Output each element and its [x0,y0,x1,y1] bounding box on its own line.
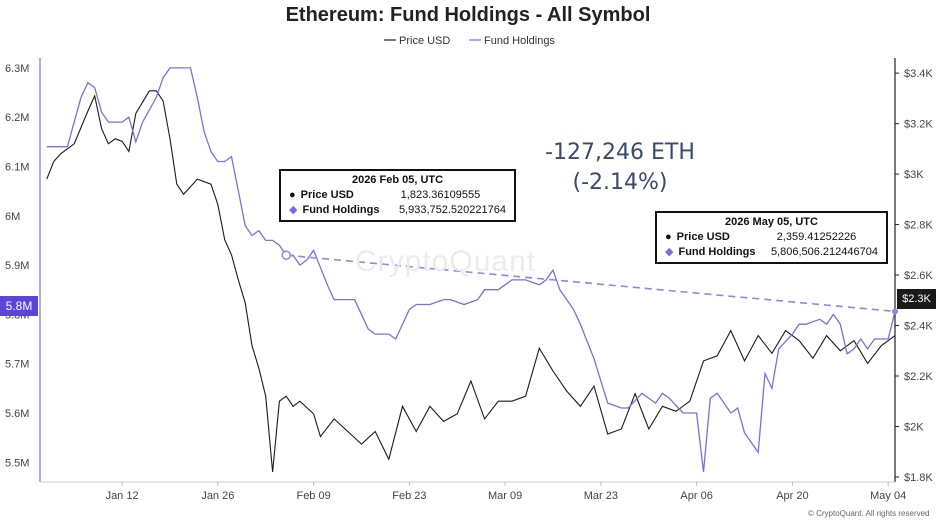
x-tick-label: Jan 26 [201,490,234,502]
right-tick-label: $3.4K [904,68,933,80]
tooltip-row-value: 1,823.36109555 [400,189,481,201]
x-tick-label: Feb 23 [392,490,426,502]
legend-price-label: Price USD [399,35,450,47]
chart-title: Ethereum: Fund Holdings - All Symbol [286,4,651,26]
x-axis-ticks: Jan 12 Jan 26 Feb 09 Feb 23 Mar 09 Mar 23 Apr … [106,482,906,502]
tooltip-row-price: ● Price USD 1,823.36109555 [281,188,514,202]
tooltip-row-label: Fund Holdings [678,245,756,258]
right-tick-label: $3K [904,169,924,181]
right-tick-label: $2.6K [904,270,933,282]
left-tick-label: 6.2M [5,112,29,124]
tooltip-header: 2026 Feb 05, UTC [351,174,444,186]
current-holdings-badge: 5.8M [0,296,38,316]
right-tick-label: $2K [904,421,924,433]
tooltip-feb-05: 2026 Feb 05, UTC ● Price USD 1,823.36109… [279,169,516,222]
left-tick-label: 5.7M [5,359,29,371]
left-tick-label: 5.5M [5,457,29,469]
tooltip-header: 2026 May 05, UTC [725,216,818,228]
left-tick-label: 5.9M [5,260,29,272]
tooltip-row-value: 5,933,752.520221764 [398,203,506,216]
change-amount: -127,246 ETH [545,140,695,165]
series-price-usd-line [46,90,896,472]
change-annotation: -127,246 ETH (-2.14%) [540,138,700,198]
x-tick-label: Jan 12 [106,490,139,502]
x-tick-label: Feb 09 [296,490,330,502]
tooltip-row-holdings: ◆ Fund Holdings 5,933,752.520221764 [281,202,514,220]
left-tick-label: 6M [5,211,20,223]
copyright-notice: © CryptoQuant. All rights reserved [808,509,930,518]
tooltip-row-label: Price USD [300,189,354,201]
trend-end-marker [892,308,898,315]
trend-dashed-line [286,254,896,313]
diamond-icon: ◆ [289,204,298,216]
price-dot-icon: ● [289,189,296,201]
right-tick-label: $3.2K [904,119,933,131]
tooltip-row-holdings: ◆ Fund Holdings 5,806,506.212446704 [657,244,886,262]
left-tick-label: 5.6M [5,408,29,420]
right-tick-label: $1.8K [904,472,933,484]
right-tick-label: $2.4K [904,321,933,333]
tooltip-row-value: 2,359.41252226 [776,231,857,243]
series-fund-holdings-line [46,67,896,473]
left-tick-label: 6.1M [5,161,29,173]
tooltip-row-label: Price USD [676,231,730,243]
watermark: CryptoQuant [355,245,537,278]
tooltip-row-label: Fund Holdings [302,203,380,216]
tooltip-row-value: 5,806,506.212446704 [770,245,878,258]
right-tick-label: $2.8K [904,220,933,232]
tooltip-may-05: 2026 May 05, UTC ● Price USD 2,359.41252… [655,211,888,264]
x-tick-label: Mar 23 [584,490,618,502]
left-tick-label: 6.3M [5,63,29,75]
diamond-icon: ◆ [665,246,674,258]
legend-holdings-label: Fund Holdings [484,35,555,47]
price-dot-icon: ● [665,231,672,243]
x-tick-label: May 04 [870,490,906,502]
x-tick-label: Mar 09 [488,490,522,502]
current-price-badge: $2.3K [897,289,936,309]
change-percent: (-2.14%) [572,170,668,195]
legend: Price USD Fund Holdings [384,35,555,47]
trend-start-marker [281,250,291,260]
x-tick-label: Apr 20 [776,490,808,502]
tooltip-row-price: ● Price USD 2,359.41252226 [657,230,886,244]
x-tick-label: Apr 06 [680,490,712,502]
right-axis-ticks: $3.4K $3.2K $3K $2.8K $2.6K $2.4K $2.2K $2K $1.8… [895,68,933,484]
right-tick-label: $2.2K [904,371,933,383]
